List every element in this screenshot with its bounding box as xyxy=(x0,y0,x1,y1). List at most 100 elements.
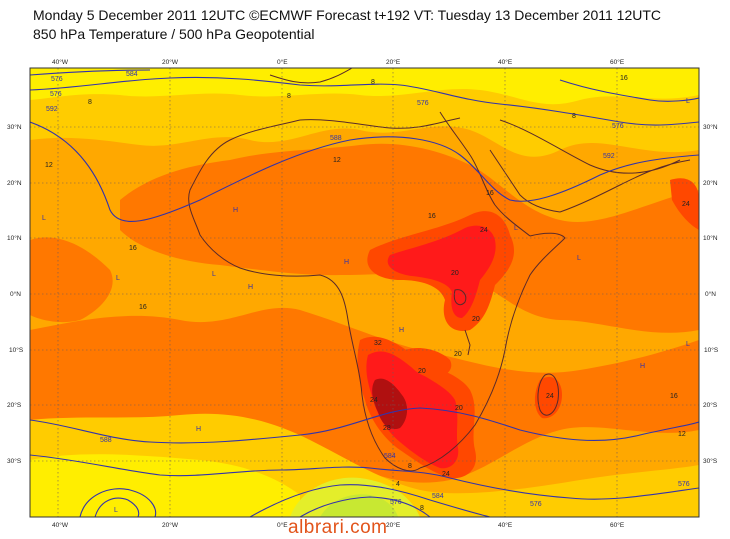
low-marker: L xyxy=(686,98,690,105)
temp-label: 16 xyxy=(428,213,436,220)
geo-label: 576 xyxy=(390,499,402,506)
low-marker: L xyxy=(514,225,518,232)
geo-label: 584 xyxy=(432,493,444,500)
geo-label: 576 xyxy=(678,481,690,488)
temp-label: 16 xyxy=(620,75,628,82)
geo-label: 584 xyxy=(384,453,396,460)
low-marker: L xyxy=(686,341,690,348)
lat-label: 20°N xyxy=(7,179,22,187)
temp-label: 24 xyxy=(546,393,554,400)
field-atlantic-orange xyxy=(30,237,113,323)
geo-label: 576 xyxy=(612,123,624,130)
lat-label: 0°N xyxy=(10,290,21,298)
geopotential-labels: 576 584 576 592 576 576 588 592 588 584 … xyxy=(46,71,690,508)
lat-label: 10°S xyxy=(9,346,24,354)
temp-label: 8 xyxy=(371,79,375,86)
temp-label: 8 xyxy=(287,93,291,100)
temp-label: 12 xyxy=(333,157,341,164)
field-dark-red-south xyxy=(372,378,408,430)
lon-label: 60°E xyxy=(610,58,625,66)
lon-label: 0°E xyxy=(277,521,288,529)
lat-label: 30°S xyxy=(703,457,718,465)
coast-africa-west xyxy=(188,119,421,472)
field-red-east-core xyxy=(387,225,496,318)
low-marker: L xyxy=(114,507,118,514)
temp-label: 8 xyxy=(420,505,424,512)
temp-label: 16 xyxy=(670,393,678,400)
contour-576-south xyxy=(299,496,431,517)
lon-label: 40°W xyxy=(52,58,69,66)
field-red-arabia xyxy=(670,178,699,230)
high-marker: H xyxy=(640,363,645,370)
lat-label: 10°N xyxy=(703,234,718,242)
temp-label: 20 xyxy=(451,270,459,277)
graticule xyxy=(30,68,699,517)
map-title: Monday 5 December 2011 12UTC ©ECMWF Fore… xyxy=(33,7,662,23)
coast-mediterranean xyxy=(299,117,461,129)
temp-label: 24 xyxy=(682,201,690,208)
lat-label: 20°S xyxy=(7,401,22,409)
coast-arabia xyxy=(499,119,691,213)
temp-label: 8 xyxy=(88,99,92,106)
temp-label: 16 xyxy=(486,190,494,197)
lat-label: 30°N xyxy=(7,123,22,131)
field-red-south-core xyxy=(366,351,459,469)
axis-labels: 40°W 20°W 0°E 20°E 40°E 60°E 40°W 20°W 0… xyxy=(7,58,719,529)
lon-label: 20°W xyxy=(162,58,179,66)
contour-592-south xyxy=(30,407,699,444)
map-subtitle: 850 hPa Temperature / 500 hPa Geopotenti… xyxy=(33,26,315,42)
high-marker: H xyxy=(248,284,253,291)
contour-588-south xyxy=(30,454,699,500)
field-cold-green-core xyxy=(320,494,398,517)
geo-label: 592 xyxy=(46,106,58,113)
geo-label: 576 xyxy=(530,501,542,508)
contour-576-north xyxy=(30,76,699,126)
lat-label: 0°N xyxy=(705,290,716,298)
lat-label: 20°S xyxy=(703,401,718,409)
coast-madagascar xyxy=(537,373,559,416)
temperature-labels: 8 8 8 8 16 12 12 12 16 16 16 16 16 20 20… xyxy=(45,75,690,512)
temp-label: 24 xyxy=(442,471,450,478)
geo-label: 588 xyxy=(100,437,112,444)
lat-label: 10°S xyxy=(704,346,719,354)
temp-label: 20 xyxy=(454,351,462,358)
contour-584-south xyxy=(249,484,491,517)
geo-label: 592 xyxy=(603,153,615,160)
lon-label: 40°E xyxy=(498,58,513,66)
low-marker: L xyxy=(212,271,216,278)
lon-label: 0°E xyxy=(277,58,288,66)
temp-label: 20 xyxy=(472,316,480,323)
temp-label: 24 xyxy=(480,227,488,234)
lon-label: 20°E xyxy=(386,58,401,66)
lat-label: 10°N xyxy=(7,234,22,242)
coast-lake-victoria xyxy=(453,289,467,306)
lon-label: 20°E xyxy=(386,521,401,529)
lat-label: 20°N xyxy=(703,179,718,187)
lat-label: 30°S xyxy=(7,457,22,465)
contour-low-sw xyxy=(94,497,140,517)
temp-label: 8 xyxy=(572,113,576,120)
coast-iberia xyxy=(269,68,353,84)
geo-label: 576 xyxy=(417,100,429,107)
coast-horn xyxy=(469,154,531,237)
high-marker: H xyxy=(399,327,404,334)
high-marker: H xyxy=(196,426,201,433)
map-frame xyxy=(29,67,700,518)
coast-lake-malawi xyxy=(464,329,471,356)
high-marker: H xyxy=(344,259,349,266)
lon-label: 20°W xyxy=(162,521,179,529)
low-marker: L xyxy=(42,215,46,222)
temp-label: 24 xyxy=(370,397,378,404)
lon-label: 60°E xyxy=(610,521,625,529)
pressure-centres: H H H H H H L L L L L L L L xyxy=(42,98,690,514)
low-marker: L xyxy=(116,275,120,282)
coast-red-sea xyxy=(439,111,561,213)
geo-label: 584 xyxy=(126,71,138,78)
temp-label: 20 xyxy=(455,405,463,412)
field-red-lakes xyxy=(405,348,452,378)
lon-label: 40°E xyxy=(498,521,513,529)
contour-584-north xyxy=(30,69,699,102)
temp-label: 4 xyxy=(396,481,400,488)
temp-label: 16 xyxy=(139,304,147,311)
